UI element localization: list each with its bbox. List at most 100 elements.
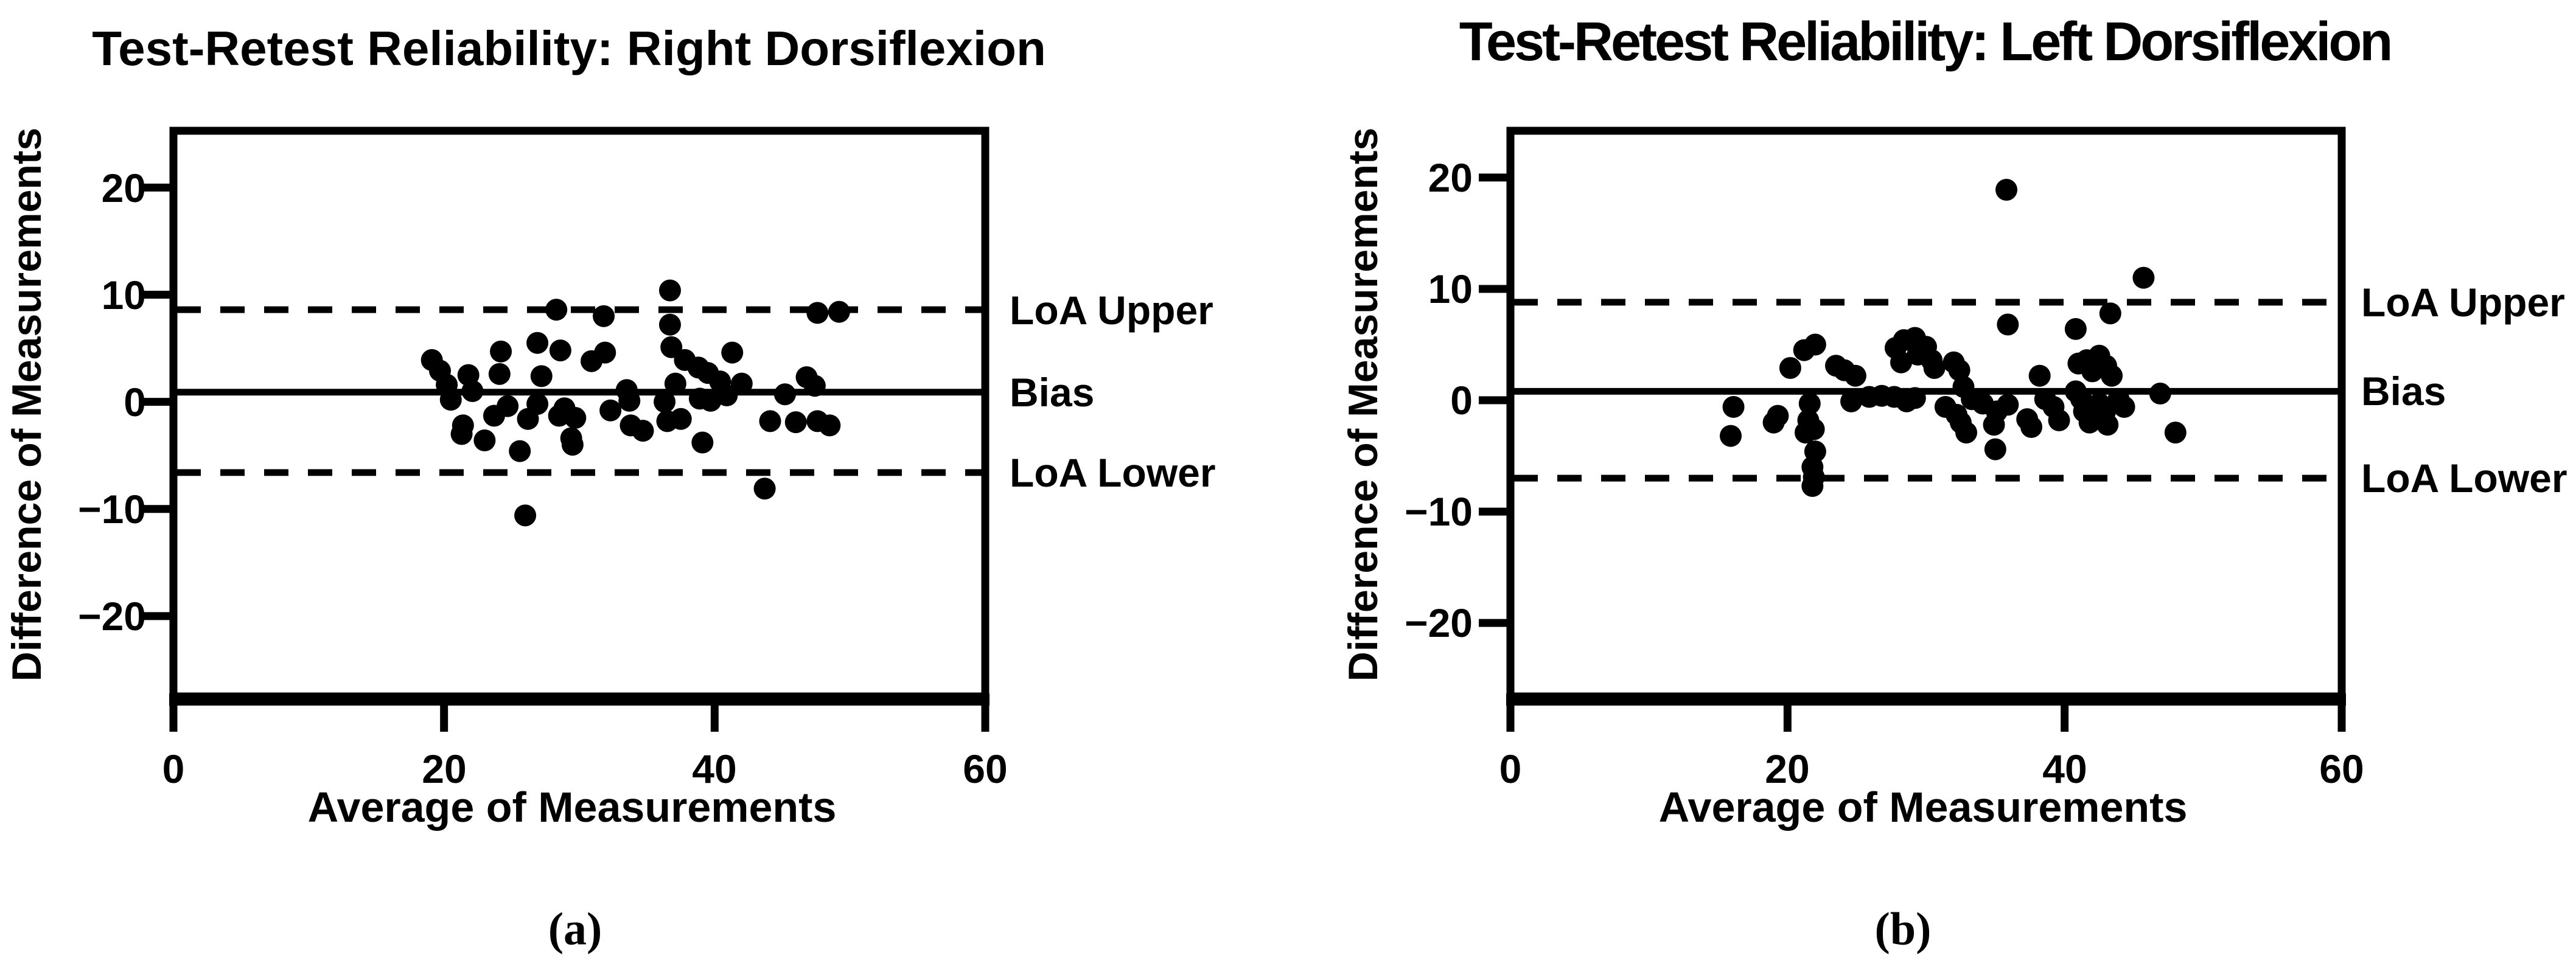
data-point bbox=[773, 383, 796, 406]
data-point bbox=[526, 332, 549, 354]
data-point bbox=[564, 407, 587, 429]
data-point bbox=[1923, 356, 1946, 379]
panel-b bbox=[1479, 127, 2346, 732]
data-point bbox=[488, 363, 511, 385]
data-point bbox=[1997, 313, 2019, 336]
data-point bbox=[1890, 351, 1913, 373]
data-point bbox=[549, 339, 571, 362]
panel-a-xtick-20: 20 bbox=[422, 746, 467, 791]
panel-b-ytick-neg20: −20 bbox=[1405, 600, 1473, 645]
data-point bbox=[618, 389, 641, 412]
data-point bbox=[691, 431, 714, 454]
data-point bbox=[658, 279, 681, 302]
data-point bbox=[1983, 414, 2005, 436]
data-point bbox=[439, 389, 462, 411]
panel-b-title: Test-Retest Reliability: Left Dorsiflexi… bbox=[1459, 12, 2393, 72]
panel-a-letter: (a) bbox=[548, 903, 602, 955]
panel-a-ytick-0: 0 bbox=[124, 380, 146, 425]
data-point bbox=[2096, 414, 2119, 436]
panel-b-ytick-neg10: −10 bbox=[1405, 489, 1473, 534]
data-point bbox=[2113, 396, 2135, 418]
panel-a-ytick-neg10: −10 bbox=[78, 487, 146, 532]
panel-a bbox=[142, 127, 990, 732]
data-point bbox=[2099, 302, 2121, 325]
data-point bbox=[1779, 356, 1801, 379]
data-point bbox=[1719, 425, 1742, 447]
data-point bbox=[461, 380, 484, 403]
data-point bbox=[450, 423, 473, 445]
data-point bbox=[1984, 438, 2006, 460]
data-point bbox=[530, 365, 553, 387]
data-point bbox=[632, 420, 654, 442]
data-point bbox=[545, 299, 568, 321]
data-point bbox=[1997, 394, 2019, 416]
panel-a-xtick-60: 60 bbox=[963, 746, 1008, 791]
data-point bbox=[759, 410, 781, 432]
data-point bbox=[2028, 364, 2051, 387]
panel-b-loa-upper-label: LoA Upper bbox=[2361, 280, 2565, 325]
data-point bbox=[806, 302, 829, 324]
data-point bbox=[593, 305, 615, 327]
panel-b-xtick-40: 40 bbox=[2042, 746, 2087, 791]
data-point bbox=[784, 411, 807, 434]
panel-b-xtick-20: 20 bbox=[1765, 746, 1810, 791]
data-point bbox=[716, 384, 738, 407]
data-point bbox=[1722, 396, 1745, 418]
data-point bbox=[548, 404, 570, 427]
data-point bbox=[509, 440, 531, 462]
data-point bbox=[654, 391, 676, 413]
panel-a-ytick-neg20: −20 bbox=[78, 594, 146, 639]
data-point bbox=[1995, 179, 2018, 201]
data-point bbox=[561, 434, 584, 456]
data-point bbox=[1798, 392, 1821, 415]
panel-a-bias-label: Bias bbox=[1010, 370, 1095, 415]
data-point bbox=[2048, 409, 2070, 431]
data-point bbox=[473, 429, 496, 452]
data-point bbox=[517, 408, 539, 430]
panel-b-ytick-10: 10 bbox=[1428, 266, 1473, 311]
data-point bbox=[1840, 390, 1863, 412]
data-point bbox=[2064, 318, 2087, 340]
data-point bbox=[1793, 339, 1815, 361]
panel-a-xtick-0: 0 bbox=[162, 746, 185, 791]
panel-b-xtick-0: 0 bbox=[1499, 746, 1522, 791]
data-point bbox=[669, 408, 692, 430]
data-point bbox=[664, 372, 686, 395]
panel-b-xtick-60: 60 bbox=[2319, 746, 2364, 791]
panel-a-x-axis-label: Average of Measurements bbox=[307, 783, 837, 831]
panel-b-letter: (b) bbox=[1874, 903, 1932, 955]
data-point bbox=[1948, 359, 1970, 381]
data-point bbox=[1762, 411, 1785, 434]
data-point bbox=[1904, 387, 1926, 409]
data-point bbox=[514, 504, 537, 527]
data-point bbox=[2132, 266, 2155, 289]
data-point bbox=[721, 341, 744, 364]
data-point bbox=[1946, 403, 1968, 426]
data-point bbox=[2164, 422, 2187, 444]
data-point bbox=[2149, 383, 2171, 405]
panel-b-ytick-0: 0 bbox=[1450, 378, 1473, 423]
data-point bbox=[1803, 418, 1825, 440]
panel-a-xtick-40: 40 bbox=[692, 746, 737, 791]
data-point bbox=[730, 372, 753, 395]
data-point bbox=[658, 313, 681, 336]
panel-a-loa-upper-label: LoA Upper bbox=[1010, 288, 1213, 333]
data-point bbox=[753, 477, 776, 500]
data-point bbox=[1801, 474, 1824, 497]
data-point bbox=[490, 340, 512, 363]
data-point bbox=[828, 300, 850, 323]
panel-b-bias-label: Bias bbox=[2361, 369, 2446, 414]
data-point bbox=[803, 375, 826, 397]
panel-a-ytick-20: 20 bbox=[101, 165, 146, 210]
panel-b-ytick-20: 20 bbox=[1428, 155, 1473, 200]
data-point bbox=[2020, 415, 2043, 438]
data-point bbox=[1844, 364, 1866, 387]
panel-b-x-axis-label: Average of Measurements bbox=[1658, 783, 2188, 831]
data-point bbox=[599, 399, 622, 422]
data-point bbox=[483, 404, 505, 427]
panel-a-ytick-10: 10 bbox=[101, 273, 146, 318]
data-point bbox=[1955, 422, 1978, 444]
panel-b-loa-lower-label: LoA Lower bbox=[2361, 456, 2567, 501]
